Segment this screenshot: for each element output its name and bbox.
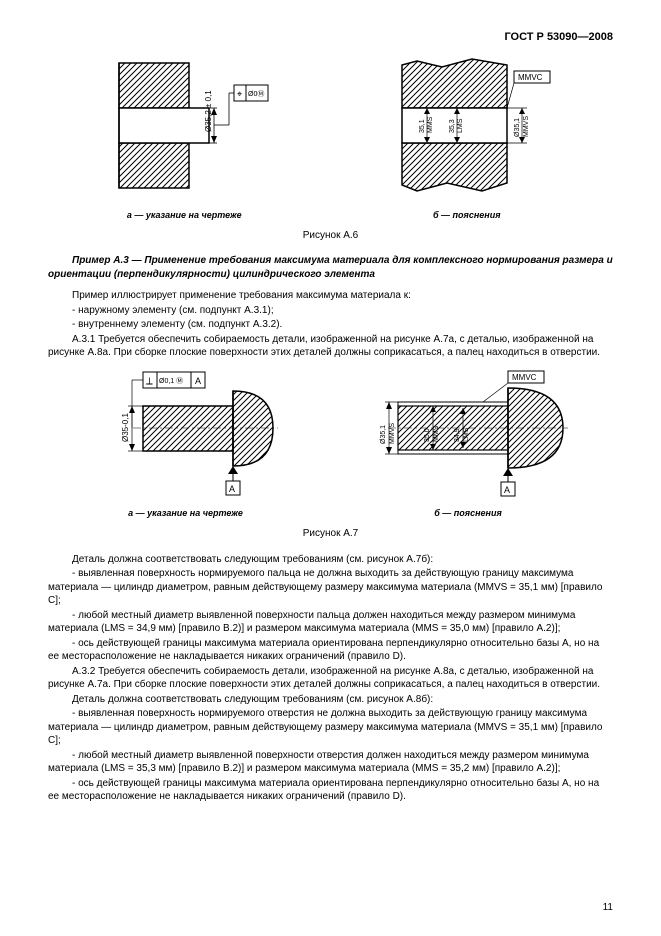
svg-text:35,1: 35,1 <box>419 119 426 133</box>
figure-a7-left-svg: Ø35-0,1 ⟂ Ø0,1 Ⓜ A A <box>88 366 283 501</box>
fig-a6-dim-text: Ø35,2 ± 0,1 <box>204 90 213 132</box>
perpendicular-icon: ⟂ <box>146 376 153 387</box>
p2: - наружному элементу (см. подпункт А.3.1… <box>48 304 613 318</box>
p9: А.3.2 Требуется обеспечить собираемость … <box>48 665 613 692</box>
fig-a6-tol-text: Ø0Ⓜ <box>248 90 264 98</box>
svg-text:Ø35,1: Ø35,1 <box>380 425 387 444</box>
p12: - любой местный диаметр выявленной повер… <box>48 749 613 776</box>
figure-a6-right: 35,1 MMS 35,3 LMS Ø35,1 MMVS <box>372 53 562 221</box>
fig-a7-right-caption: б — пояснения <box>434 507 502 519</box>
svg-text:A: A <box>195 376 201 386</box>
svg-text:MMVC: MMVC <box>518 73 543 82</box>
svg-text:MMVS: MMVS <box>389 423 396 444</box>
position-icon: ⌖ <box>237 89 242 99</box>
p11: - выявленная поверхность нормируемого от… <box>48 707 613 748</box>
svg-text:35,3: 35,3 <box>449 119 456 133</box>
example-a3-title: Пример А.3 — Применение требования макси… <box>48 254 613 281</box>
figure-a7-right-svg: Ø35,1 MMVS 35,0 MMS 34,9 LMS <box>363 366 573 501</box>
page-number: 11 <box>603 901 613 915</box>
figure-a7-left: Ø35-0,1 ⟂ Ø0,1 Ⓜ A A а — указание на чер… <box>88 366 283 519</box>
fig-a6-left-caption: а — указание на чертеже <box>127 209 242 221</box>
p5: Деталь должна соответствовать следующим … <box>48 553 613 567</box>
doc-header: ГОСТ Р 53090—2008 <box>48 30 613 45</box>
page: ГОСТ Р 53090—2008 Ø35 <box>0 0 661 936</box>
p8: - ось действующей границы максимума мате… <box>48 637 613 664</box>
figure-a7-right: Ø35,1 MMVS 35,0 MMS 34,9 LMS <box>363 366 573 519</box>
p1: Пример иллюстрирует применение требовани… <box>48 289 613 303</box>
svg-text:Ø35-0,1: Ø35-0,1 <box>121 413 130 442</box>
svg-text:35,0: 35,0 <box>424 428 431 442</box>
svg-text:A: A <box>504 485 510 495</box>
figure-a6-label: Рисунок А.6 <box>48 229 613 243</box>
fig-a7-left-caption: а — указание на чертеже <box>128 507 243 519</box>
svg-text:MMVC: MMVC <box>512 373 537 382</box>
svg-text:MMS: MMS <box>433 425 440 442</box>
svg-text:MMVS: MMVS <box>523 116 530 137</box>
figure-a6-right-svg: 35,1 MMS 35,3 LMS Ø35,1 MMVS <box>372 53 562 203</box>
p6: - выявленная поверхность нормируемого па… <box>48 567 613 608</box>
fig-a6-right-caption: б — пояснения <box>433 209 501 221</box>
figure-a6-row: Ø35,2 ± 0,1 ⌖ Ø0Ⓜ а — указание на чертеж… <box>48 53 613 221</box>
svg-text:MMS: MMS <box>427 116 434 133</box>
p3: - внутреннему элементу (см. подпункт А.3… <box>48 318 613 332</box>
figure-a6-left-svg: Ø35,2 ± 0,1 ⌖ Ø0Ⓜ <box>99 53 269 203</box>
svg-text:LMS: LMS <box>463 427 470 442</box>
p13: - ось действующей границы максимума мате… <box>48 777 613 804</box>
svg-text:34,9: 34,9 <box>454 428 461 442</box>
svg-text:A: A <box>229 484 235 494</box>
p7: - любой местный диаметр выявленной повер… <box>48 609 613 636</box>
svg-text:Ø35,1: Ø35,1 <box>514 118 521 137</box>
svg-text:LMS: LMS <box>457 118 464 133</box>
p4: А.3.1 Требуется обеспечить собираемость … <box>48 333 613 360</box>
svg-text:Ø0,1 Ⓜ: Ø0,1 Ⓜ <box>159 377 183 385</box>
figure-a7-label: Рисунок А.7 <box>48 527 613 541</box>
p10: Деталь должна соответствовать следующим … <box>48 693 613 707</box>
figure-a7-row: Ø35-0,1 ⟂ Ø0,1 Ⓜ A A а — указание на чер… <box>48 366 613 519</box>
figure-a6-left: Ø35,2 ± 0,1 ⌖ Ø0Ⓜ а — указание на чертеж… <box>99 53 269 221</box>
